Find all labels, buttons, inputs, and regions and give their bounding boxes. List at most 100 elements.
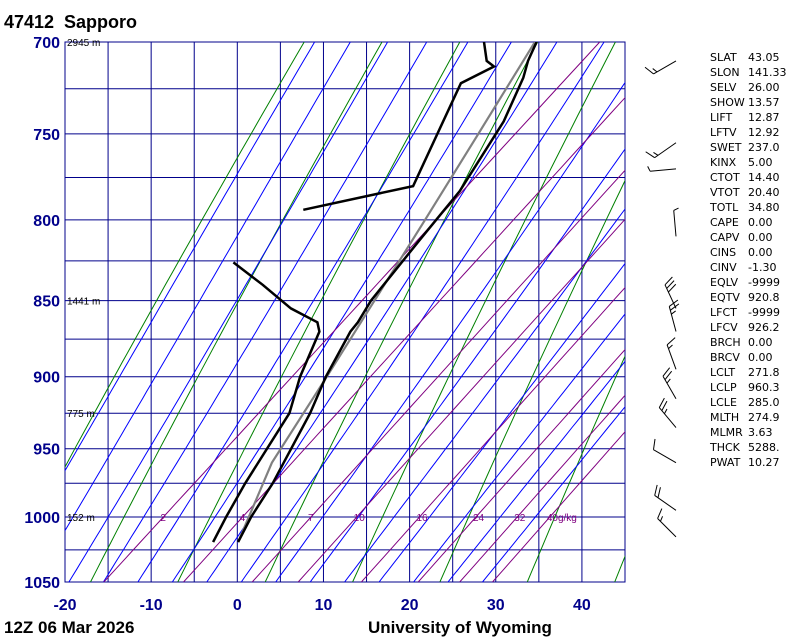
moist-adiabat bbox=[68, 42, 389, 582]
moist-adiabat bbox=[378, 262, 625, 582]
index-value: 13.57 bbox=[748, 96, 780, 109]
data-source: University of Wyoming bbox=[368, 618, 552, 637]
wind-barb-flag bbox=[654, 484, 658, 496]
index-value: 0.00 bbox=[748, 336, 773, 349]
wind-barb-half-flag bbox=[663, 408, 668, 414]
index-value: 960.3 bbox=[748, 381, 780, 394]
index-value: 0.00 bbox=[748, 216, 773, 229]
index-key: LFTV bbox=[710, 126, 737, 139]
mixing-ratio-label: 7 bbox=[308, 513, 314, 524]
index-value: 3.63 bbox=[748, 426, 773, 439]
plot-frame bbox=[64, 41, 626, 583]
wind-barb-flag bbox=[670, 303, 680, 311]
temperature-profile-line bbox=[236, 42, 538, 543]
index-value: 0.00 bbox=[748, 351, 773, 364]
index-key: MLMR bbox=[710, 426, 743, 439]
wind-barbs bbox=[644, 60, 680, 538]
moist-adiabat bbox=[447, 360, 625, 582]
moist-adiabat bbox=[344, 208, 625, 582]
mixing-ratio-line bbox=[251, 169, 625, 582]
index-key: EQLV bbox=[710, 276, 739, 289]
index-key: VTOT bbox=[710, 186, 740, 199]
station-name: Sapporo bbox=[64, 12, 137, 32]
wind-barb-flag bbox=[664, 276, 673, 286]
temperature-tick-label: -20 bbox=[53, 597, 76, 614]
index-value: 20.40 bbox=[748, 186, 780, 199]
index-key: LCLT bbox=[710, 366, 735, 379]
mixing-ratio-line bbox=[297, 218, 625, 582]
index-value: 274.9 bbox=[748, 411, 780, 424]
index-value: 10.27 bbox=[748, 456, 780, 469]
wind-barb-half-flag bbox=[659, 516, 664, 522]
height-label: 775 m bbox=[67, 409, 95, 420]
wind-barb-half-flag bbox=[668, 344, 673, 349]
mixing-ratio-label: 24 bbox=[473, 513, 485, 524]
index-key: BRCV bbox=[710, 351, 740, 364]
mixing-ratio-line bbox=[417, 348, 625, 582]
dry-adiabat bbox=[264, 42, 539, 582]
wind-barb-shaft bbox=[664, 284, 677, 309]
pressure-tick-label: 950 bbox=[33, 442, 60, 459]
moist-adiabat bbox=[65, 42, 316, 472]
index-value: 5288. bbox=[748, 441, 780, 454]
pressure-tick-label: 700 bbox=[33, 35, 60, 52]
wind-barb-shaft bbox=[662, 375, 677, 399]
mixing-ratio-line bbox=[492, 431, 625, 582]
index-value: 12.87 bbox=[748, 111, 780, 124]
mixing-ratio-label: 16 bbox=[416, 513, 428, 524]
index-key: PWAT bbox=[710, 456, 741, 469]
mixing-ratio-line bbox=[459, 394, 625, 582]
wind-barb-shaft bbox=[653, 449, 677, 464]
index-key: CINV bbox=[710, 261, 737, 274]
wind-barb-half-flag bbox=[666, 378, 671, 384]
temperature-tick-label: 0 bbox=[233, 597, 242, 614]
pressure-tick-label: 1050 bbox=[24, 575, 60, 592]
mixing-ratio-line bbox=[103, 42, 601, 582]
moist-adiabat bbox=[413, 313, 625, 582]
temperature-tick-label: 30 bbox=[487, 597, 505, 614]
moist-adiabat bbox=[240, 42, 605, 582]
dry-adiabat bbox=[177, 42, 461, 582]
height-label: 1441 m bbox=[67, 297, 100, 308]
dry-adiabat bbox=[90, 42, 383, 582]
index-value: -1.30 bbox=[748, 261, 776, 274]
index-key: CTOT bbox=[710, 171, 740, 184]
index-key: THCK bbox=[709, 441, 741, 454]
index-key: SELV bbox=[710, 81, 737, 94]
moist-adiabat bbox=[65, 42, 351, 532]
index-key: CAPE bbox=[710, 216, 739, 229]
pressure-tick-label: 750 bbox=[33, 127, 60, 144]
index-key: SWET bbox=[710, 141, 742, 154]
temperature-tick-label: 10 bbox=[315, 597, 333, 614]
temperature-tick-label: 20 bbox=[401, 597, 419, 614]
wind-barb-half-flag bbox=[653, 151, 659, 156]
mixing-ratio-label: 10 bbox=[354, 513, 366, 524]
index-value: -9999 bbox=[748, 306, 780, 319]
height-label: 152 m bbox=[67, 513, 95, 524]
index-key: MLTH bbox=[710, 411, 739, 424]
parcel-path bbox=[237, 42, 536, 543]
station-id: 47412 bbox=[4, 12, 54, 32]
index-value: 926.2 bbox=[748, 321, 780, 334]
wind-barb-flag bbox=[664, 370, 673, 380]
parcel-path-line bbox=[237, 42, 536, 543]
index-key: SHOW bbox=[710, 96, 745, 109]
wind-barb-flag bbox=[645, 151, 655, 159]
wind-barb-half-flag bbox=[673, 207, 679, 211]
wind-barb-shaft bbox=[666, 344, 677, 370]
index-key: LFCT bbox=[710, 306, 737, 319]
dry-adiabat bbox=[65, 42, 305, 468]
index-key: BRCH bbox=[710, 336, 741, 349]
wind-barb-shaft bbox=[650, 168, 677, 172]
dewpoint-upper-profile-line bbox=[303, 42, 497, 212]
dry-adiabat bbox=[789, 42, 800, 582]
moist-adiabat bbox=[137, 42, 469, 582]
wind-barb-flag bbox=[658, 397, 665, 408]
temperature-tick-label: 40 bbox=[573, 597, 591, 614]
wind-barb-shaft bbox=[668, 306, 677, 332]
index-key: LIFT bbox=[710, 111, 733, 124]
index-key: CINS bbox=[710, 246, 736, 259]
index-key: LCLE bbox=[710, 396, 737, 409]
